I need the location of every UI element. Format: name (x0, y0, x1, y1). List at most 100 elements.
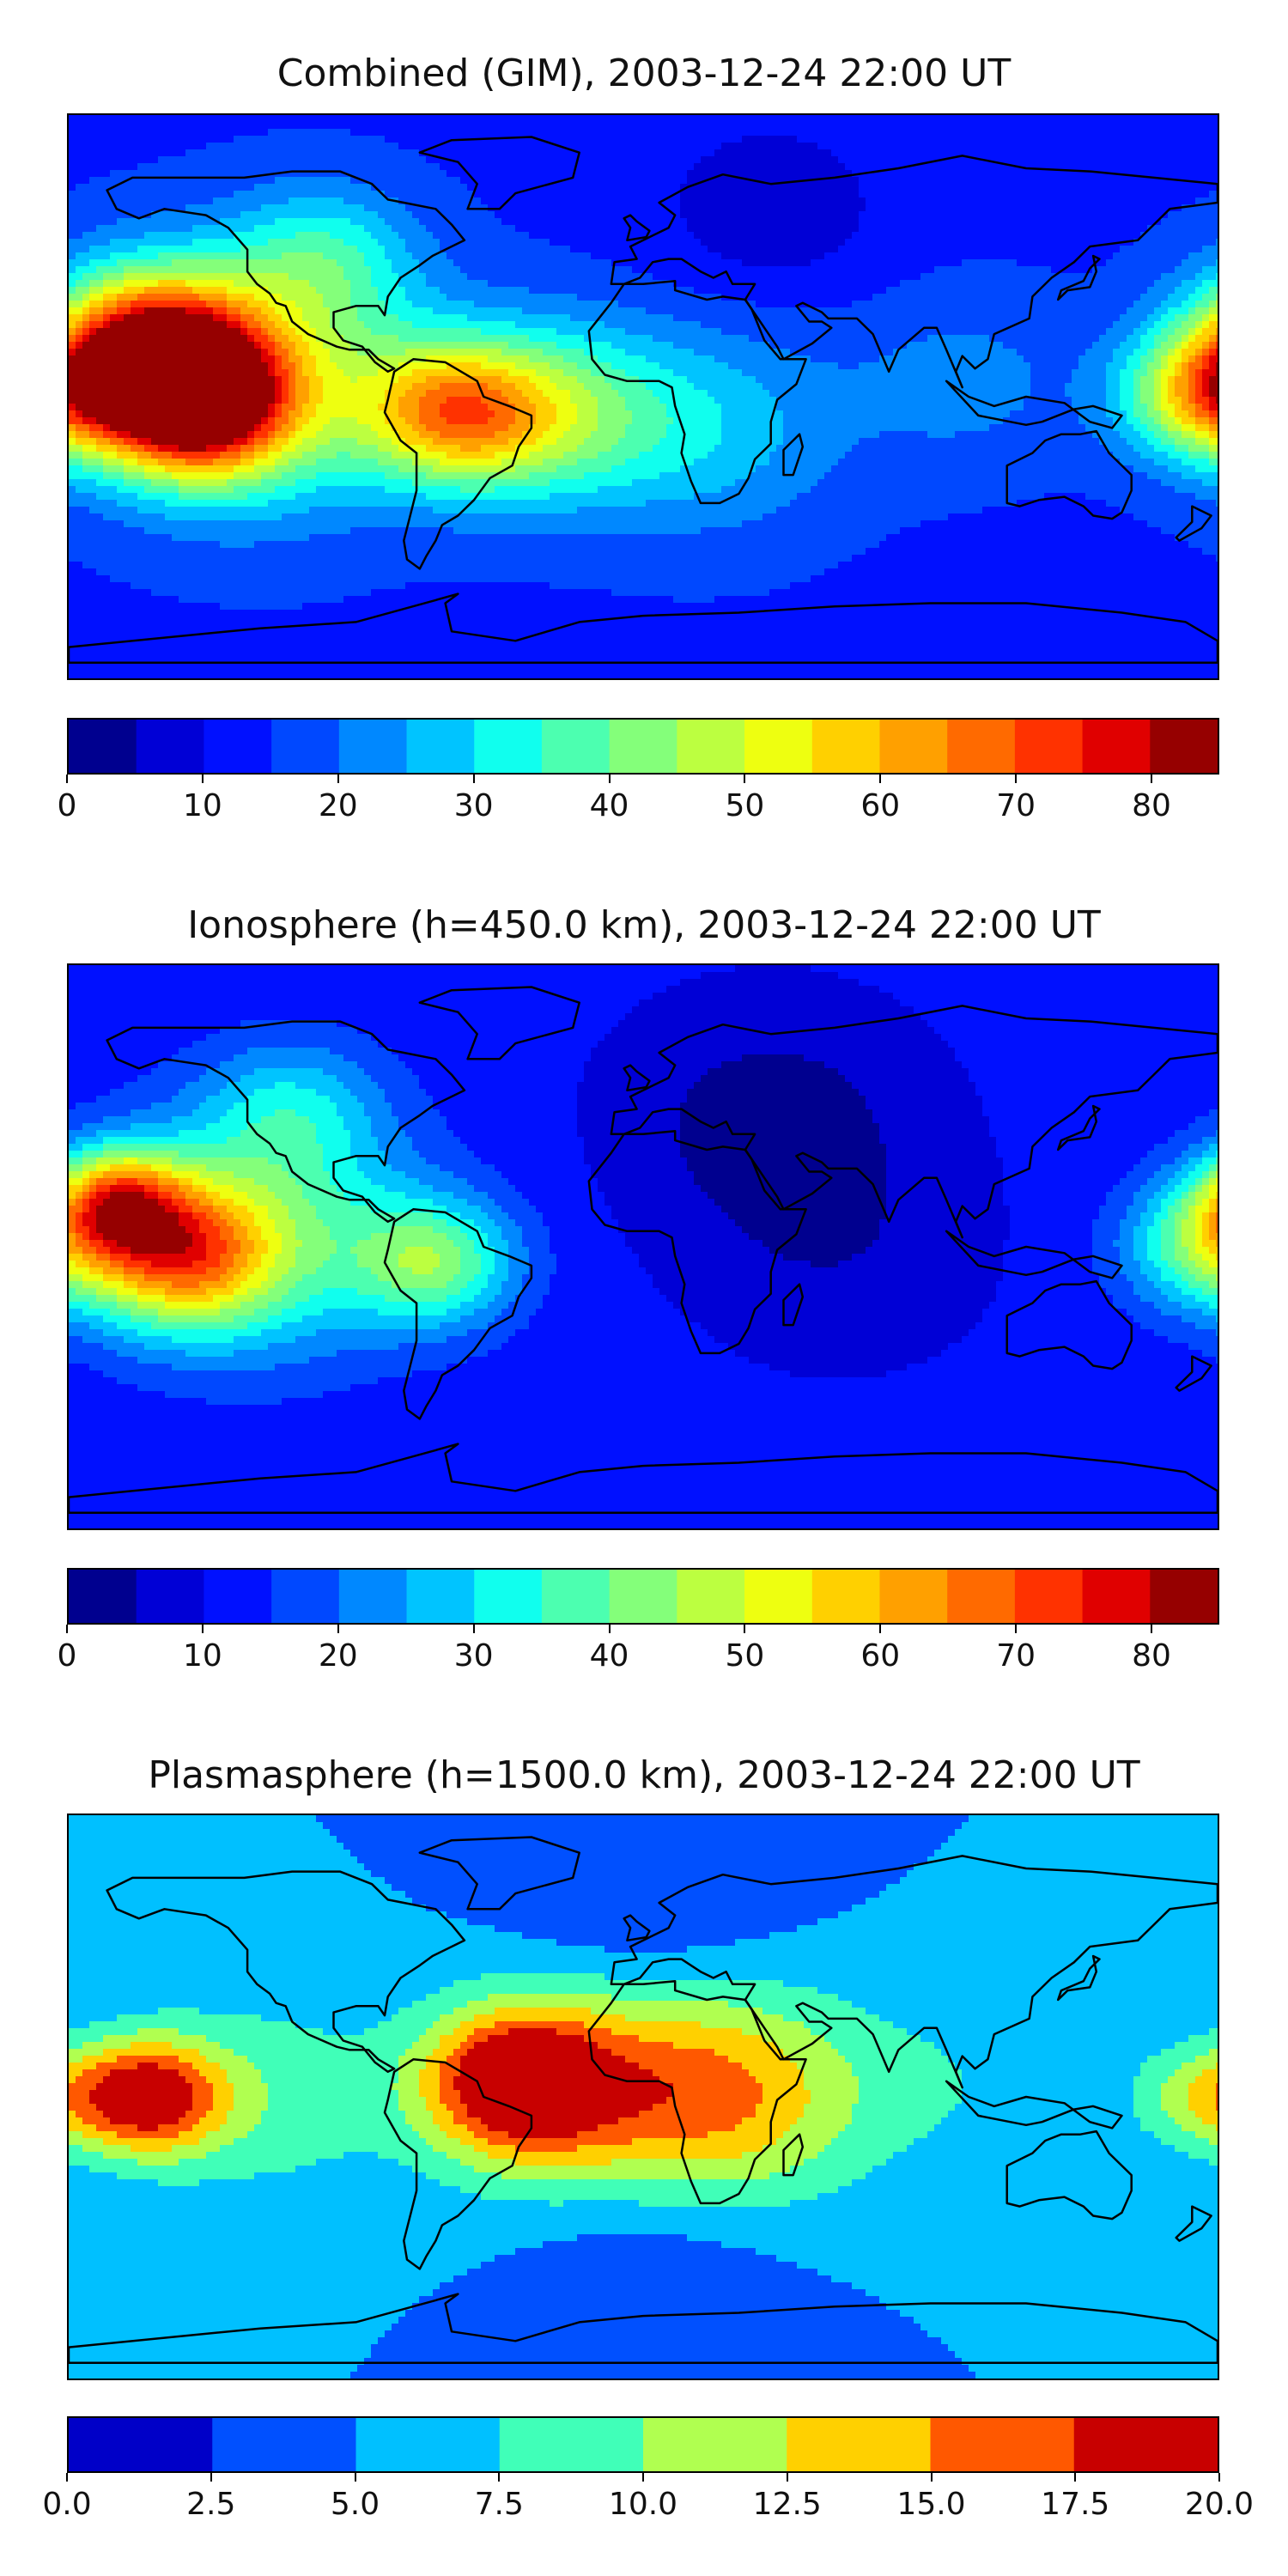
heatmap-cell (659, 280, 667, 288)
heatmap-cell (1140, 136, 1148, 143)
heatmap-cell (392, 184, 399, 191)
heatmap-cell (350, 115, 358, 123)
heatmap-cell (1058, 232, 1066, 240)
heatmap-cell (1010, 239, 1018, 246)
heatmap-cell (756, 163, 763, 171)
heatmap-cell (989, 170, 997, 178)
heatmap-cell (1168, 232, 1176, 240)
heatmap-cell (117, 184, 125, 191)
heatmap-cell (254, 287, 262, 295)
heatmap-cell (378, 301, 386, 308)
heatmap-cell (701, 280, 708, 288)
heatmap-cell (343, 115, 351, 123)
heatmap-cell (433, 232, 440, 240)
heatmap-cell (907, 301, 914, 308)
heatmap-cell (605, 307, 612, 315)
heatmap-cell (1195, 197, 1203, 205)
heatmap-cell (955, 149, 963, 157)
heatmap-cell (900, 259, 908, 267)
heatmap-cell (137, 246, 145, 253)
heatmap-cell (556, 259, 564, 267)
heatmap-cell (1168, 197, 1176, 205)
heatmap-cell (220, 307, 228, 315)
heatmap-cell (584, 204, 592, 212)
heatmap-cell (735, 294, 743, 301)
heatmap-cell (192, 184, 200, 191)
heatmap-cell (371, 314, 379, 322)
heatmap-cell (323, 136, 331, 143)
heatmap-cell (817, 266, 825, 274)
heatmap-cell (783, 218, 791, 226)
heatmap-cell (199, 163, 207, 171)
heatmap-cell (131, 239, 138, 246)
heatmap-cell (756, 170, 763, 178)
heatmap-cell (1030, 122, 1038, 130)
heatmap-cell (811, 184, 818, 191)
heatmap-cell (137, 211, 145, 219)
heatmap-cell (247, 218, 255, 226)
heatmap-cell (474, 259, 482, 267)
heatmap-cell (584, 266, 592, 274)
heatmap-cell (831, 143, 839, 150)
heatmap-cell (144, 156, 152, 164)
heatmap-cell (419, 177, 427, 185)
heatmap-cell (797, 156, 805, 164)
heatmap-cell (708, 156, 715, 164)
heatmap-cell (405, 225, 413, 233)
heatmap-cell (1175, 301, 1182, 308)
heatmap-cell (618, 156, 626, 164)
heatmap-cell (144, 177, 152, 185)
heatmap-cell (1037, 246, 1045, 253)
heatmap-cell (996, 122, 1004, 130)
heatmap-cell (1127, 266, 1134, 274)
heatmap-cell (254, 156, 262, 164)
heatmap-cell (749, 294, 756, 301)
heatmap-cell (653, 197, 660, 205)
heatmap-cell (948, 122, 956, 130)
heatmap-cell (289, 259, 296, 267)
heatmap-cell (495, 149, 502, 157)
heatmap-cell (577, 239, 585, 246)
heatmap-cell (185, 307, 193, 315)
heatmap-cell (920, 225, 928, 233)
heatmap-cell (708, 294, 715, 301)
heatmap-cell (714, 163, 722, 171)
heatmap-cell (103, 239, 111, 246)
heatmap-cell (316, 129, 324, 137)
heatmap-cell (488, 170, 495, 178)
heatmap-cell (227, 280, 234, 288)
heatmap-cell (756, 287, 763, 295)
heatmap-cell (392, 177, 399, 185)
heatmap-cell (392, 122, 399, 130)
heatmap-cell (1113, 218, 1121, 226)
heatmap-cell (563, 136, 571, 143)
heatmap-cell (1030, 204, 1038, 212)
heatmap-cell (254, 163, 262, 171)
heatmap-cell (866, 314, 873, 322)
heatmap-cell (357, 204, 365, 212)
heatmap-cell (1133, 252, 1141, 260)
heatmap-cell (756, 273, 763, 281)
heatmap-cell (714, 184, 722, 191)
heatmap-cell (433, 218, 440, 226)
heatmap-cell (694, 163, 702, 171)
heatmap-cell (508, 191, 516, 198)
heatmap-cell (460, 163, 468, 171)
heatmap-cell (1072, 273, 1079, 281)
heatmap-cell (1058, 252, 1066, 260)
heatmap-cell (886, 177, 894, 185)
heatmap-cell (1120, 211, 1127, 219)
heatmap-cell (323, 177, 331, 185)
heatmap-cell (460, 184, 468, 191)
heatmap-cell (914, 122, 921, 130)
heatmap-cell (1168, 115, 1176, 123)
heatmap-cell (762, 280, 770, 288)
heatmap-cell (1037, 259, 1045, 267)
heatmap-cell (440, 266, 447, 274)
heatmap-cell (721, 301, 729, 308)
heatmap-cell (144, 273, 152, 281)
heatmap-cell (639, 163, 647, 171)
heatmap-cell (199, 239, 207, 246)
heatmap-cell (687, 307, 695, 315)
heatmap-cell (165, 239, 173, 246)
